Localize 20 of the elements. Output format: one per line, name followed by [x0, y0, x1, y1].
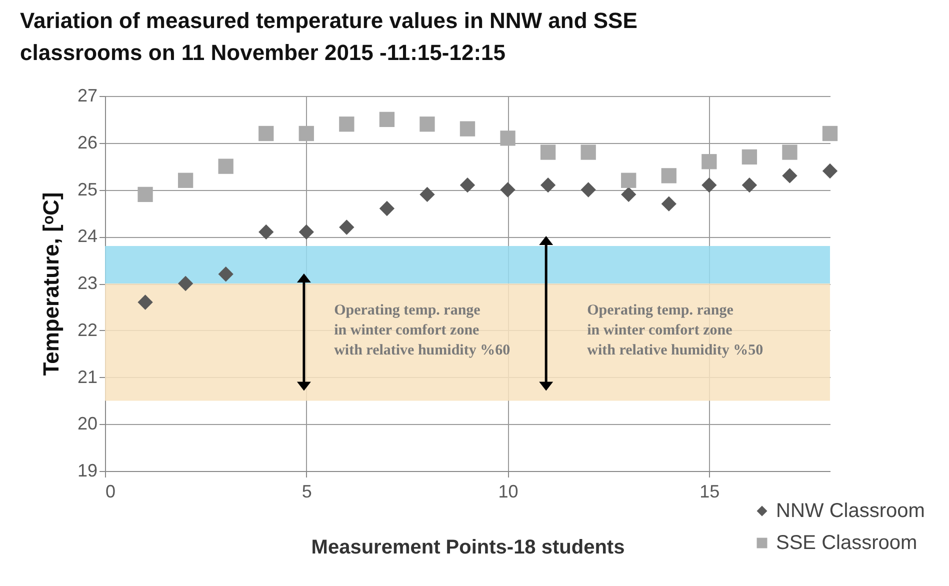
- y-tick-label: 20: [77, 414, 98, 434]
- x-tick-label: 10: [498, 482, 518, 502]
- legend-label: SSE Classroom: [776, 532, 918, 554]
- chart-title: Variation of measured temperature values in NNW and SSE classrooms on 11 November 2015 -11:15-12:15: [20, 8, 638, 65]
- x-axis-title: Measurement Points-18 students: [311, 536, 625, 558]
- y-tick-label: 24: [77, 226, 98, 246]
- y-axis-title: Temperature, [ᵒC]: [38, 192, 64, 376]
- y-tick-label: 22: [77, 320, 98, 340]
- y-tick-label: 19: [77, 460, 98, 480]
- legend-label: NNW Classroom: [776, 500, 925, 522]
- y-tick-label: 25: [77, 179, 98, 200]
- y-tick-label: 26: [77, 132, 98, 152]
- x-tick-label: 5: [302, 482, 312, 502]
- x-tick-label: 0: [106, 482, 116, 502]
- x-tick-label: 15: [700, 482, 720, 502]
- y-tick-label: 23: [77, 273, 98, 293]
- annotation: Operating temp. range in winter comfort zone with relative humidity %60: [334, 302, 510, 358]
- annotation: Operating temp. range in winter comfort zone with relative humidity %50: [587, 302, 764, 358]
- y-tick-label: 27: [77, 86, 98, 106]
- y-tick-label: 21: [77, 366, 98, 387]
